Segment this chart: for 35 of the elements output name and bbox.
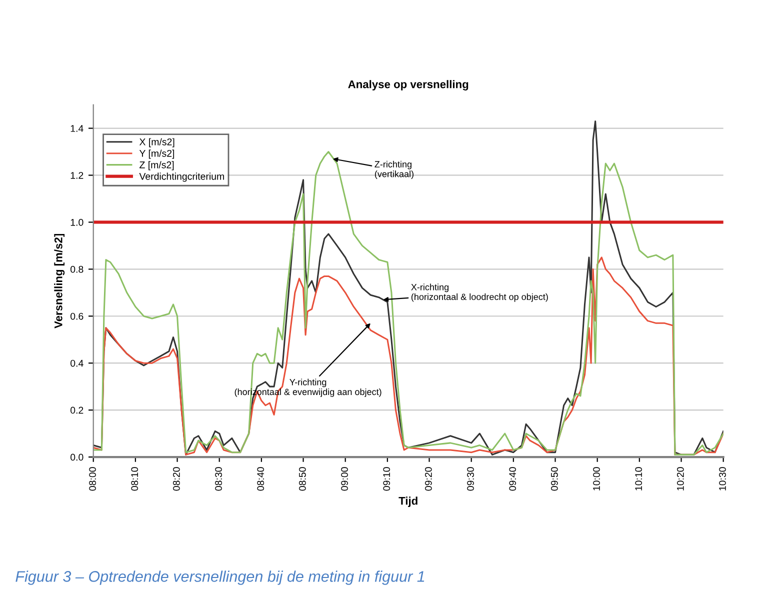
- x-tick-label: 09:00: [341, 467, 348, 491]
- annotation: X-richting (horizontaal & loodrecht op object): [411, 284, 548, 302]
- legend-label: Z [m/s2]: [140, 161, 174, 170]
- x-tick-label: 09:30: [467, 467, 474, 491]
- x-tick-label: 10:30: [719, 467, 726, 490]
- legend-label: X [m/s2]: [139, 138, 174, 148]
- legend-label: Verdichtingcriterium: [139, 172, 224, 182]
- line-series: [93, 256, 724, 456]
- x-tick-label: 08:20: [172, 467, 180, 491]
- x-tick-label: 08:00: [89, 467, 96, 491]
- y-tick-label: 0.6: [70, 312, 84, 320]
- y-tick-label: 1.4: [70, 125, 84, 132]
- x-tick-label: 10:20: [676, 467, 684, 490]
- y-axis-title: Versnelling [m/s2]: [54, 234, 65, 328]
- x-tick-label: 10:10: [635, 467, 642, 490]
- x-tick-label: 08:10: [131, 467, 138, 491]
- y-tick-label: 0.0: [70, 454, 84, 461]
- x-tick-label: 09:20: [424, 467, 432, 491]
- x-axis-title: Tijd: [398, 496, 418, 507]
- x-tick-label: 10:00: [593, 467, 600, 490]
- text: Figuur 3 – Optredende versnellingen bij de meting in figuur 1: [16, 570, 424, 585]
- chart-title: Analyse op versnelling: [348, 80, 468, 90]
- legend-label: Y [m/s2]: [139, 150, 174, 159]
- y-tick-label: 0.8: [70, 266, 84, 273]
- x-tick-label: 08:50: [298, 467, 306, 491]
- y-tick-label: 0.2: [70, 406, 84, 414]
- x-tick-label: 09:40: [509, 467, 516, 491]
- y-tick-label: 0.4: [70, 360, 84, 367]
- x-tick-label: 09:10: [383, 467, 390, 491]
- y-tick-label: 1.0: [70, 218, 84, 226]
- x-tick-label: 08:30: [215, 467, 222, 491]
- x-tick-label: 08:40: [257, 467, 264, 491]
- annotation: Z-richting (vertikaal): [374, 160, 414, 179]
- x-tick-label: 09:50: [550, 467, 558, 491]
- y-tick-label: 1.2: [70, 172, 84, 179]
